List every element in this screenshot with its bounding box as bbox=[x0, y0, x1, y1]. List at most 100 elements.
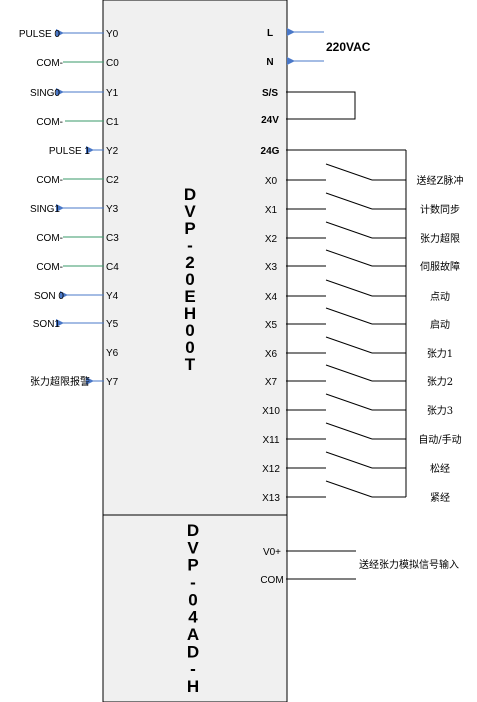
power-supply-label: 220VAC bbox=[326, 40, 371, 54]
model-char: P bbox=[184, 219, 195, 238]
model-char: E bbox=[184, 287, 195, 306]
switch-contact bbox=[325, 279, 373, 297]
output-signal-label: COM- bbox=[36, 175, 63, 186]
switch-contact bbox=[325, 307, 373, 325]
terminal-x7: X7 bbox=[265, 377, 278, 388]
input-signal-label: 松经 bbox=[430, 462, 450, 475]
model-char: D bbox=[184, 185, 196, 204]
model-char: 0 bbox=[185, 321, 194, 340]
model-char: H bbox=[184, 304, 196, 323]
model-char: - bbox=[190, 573, 196, 592]
model-char: D bbox=[187, 642, 199, 661]
model-char: T bbox=[185, 355, 196, 374]
terminal-c4: C4 bbox=[106, 262, 119, 273]
input-signal-label: 点动 bbox=[430, 291, 450, 303]
terminal-y7: Y7 bbox=[106, 377, 119, 388]
analog-input-module bbox=[102, 514, 288, 702]
input-signal-label: 张力超限 bbox=[420, 232, 460, 245]
terminal-x10: X10 bbox=[262, 406, 280, 417]
input-signal-label: 送经Z脉冲 bbox=[417, 174, 464, 187]
module-terminals: V0+ COM 送经张力模拟信号输入 bbox=[260, 547, 459, 586]
output-terminals: Y0 PULSE 0 C0 COM- Y1 SING0 C1 COM- Y2 PULSE 1 C2 C… bbox=[19, 29, 119, 388]
model-char: 0 bbox=[188, 590, 197, 609]
terminal-x12: X12 bbox=[262, 464, 280, 475]
switch-contact bbox=[325, 364, 373, 382]
input-signal-label: 启动 bbox=[430, 318, 450, 331]
model-char: V bbox=[184, 202, 196, 221]
switch-contact bbox=[325, 192, 373, 210]
input-signal-label: 计数同步 bbox=[420, 203, 460, 216]
terminal-y1: Y1 bbox=[106, 88, 119, 99]
terminal-x2: X2 bbox=[265, 234, 278, 245]
terminal-n: N bbox=[266, 57, 273, 68]
input-signal-label: 张力2 bbox=[427, 375, 453, 388]
model-char: 0 bbox=[185, 270, 194, 289]
terminal-x4: X4 bbox=[265, 292, 278, 303]
model-char: V bbox=[187, 538, 199, 557]
terminal-v0-plus: V0+ bbox=[263, 547, 281, 558]
model-char: 0 bbox=[185, 338, 194, 357]
terminal-l: L bbox=[267, 28, 273, 39]
output-signal-label: COM- bbox=[36, 117, 63, 128]
terminal-ss: S/S bbox=[262, 88, 278, 99]
ss-24v-jumper bbox=[286, 91, 356, 120]
switch-contact bbox=[325, 422, 373, 440]
terminal-y5: Y5 bbox=[106, 319, 119, 330]
output-signal-label: COM- bbox=[36, 262, 63, 273]
input-signal-label: 张力3 bbox=[427, 404, 453, 417]
output-signal-label: SING1 bbox=[30, 204, 60, 215]
analog-signal-label: 送经张力模拟信号输入 bbox=[359, 558, 459, 571]
terminal-x3: X3 bbox=[265, 262, 278, 273]
terminal-x11: X11 bbox=[262, 435, 279, 446]
input-signal-label: 张力1 bbox=[427, 347, 453, 360]
output-signal-label: COM- bbox=[36, 233, 63, 244]
model-char: H bbox=[187, 677, 199, 696]
output-signal-label: PULSE 0 bbox=[19, 29, 61, 40]
model-char: - bbox=[187, 236, 193, 255]
output-signal-label: PULSE 1 bbox=[49, 146, 91, 157]
terminal-y3: Y3 bbox=[106, 204, 119, 215]
switch-contact bbox=[325, 393, 373, 411]
terminal-y0: Y0 bbox=[106, 29, 119, 40]
terminal-c3: C3 bbox=[106, 233, 119, 244]
output-signal-label: SON 0 bbox=[34, 291, 64, 302]
switch-contact bbox=[325, 163, 373, 181]
model-char: 4 bbox=[188, 608, 198, 627]
switch-contact bbox=[325, 451, 373, 469]
terminal-c2: C2 bbox=[106, 175, 119, 186]
power-terminals: L N S/S 24V 24G 220VAC bbox=[261, 28, 407, 497]
terminal-com: COM bbox=[260, 575, 283, 586]
terminal-24g: 24G bbox=[261, 146, 280, 157]
terminal-c0: C0 bbox=[106, 58, 119, 69]
plc-main-unit bbox=[102, 0, 288, 516]
terminal-y2: Y2 bbox=[106, 146, 119, 157]
switch-contact bbox=[325, 336, 373, 354]
output-signal-label: 张力超限报警 bbox=[30, 375, 90, 388]
switch-contact bbox=[325, 480, 373, 498]
output-signal-label: COM- bbox=[36, 58, 63, 69]
model-char: P bbox=[187, 556, 198, 575]
input-signal-label: 自动/手动 bbox=[418, 433, 461, 446]
switch-contact bbox=[325, 221, 373, 239]
terminal-x13: X13 bbox=[262, 493, 280, 504]
model-char: D bbox=[187, 521, 199, 540]
terminal-x1: X1 bbox=[265, 205, 278, 216]
terminal-y4: Y4 bbox=[106, 291, 119, 302]
terminal-y6: Y6 bbox=[106, 348, 119, 359]
switch-contact bbox=[325, 249, 373, 267]
terminal-x0: X0 bbox=[265, 176, 278, 187]
terminal-x6: X6 bbox=[265, 349, 278, 360]
terminal-c1: C1 bbox=[106, 117, 119, 128]
model-char: A bbox=[187, 625, 199, 644]
model-char: - bbox=[190, 660, 196, 679]
terminal-x5: X5 bbox=[265, 320, 278, 331]
terminal-24v: 24V bbox=[261, 115, 279, 126]
output-signal-label: SON1 bbox=[33, 319, 61, 330]
input-signal-label: 紧经 bbox=[430, 491, 450, 504]
output-signal-label: SING0 bbox=[30, 88, 60, 99]
model-char: 2 bbox=[185, 253, 194, 272]
input-signal-label: 伺服故障 bbox=[420, 260, 460, 273]
